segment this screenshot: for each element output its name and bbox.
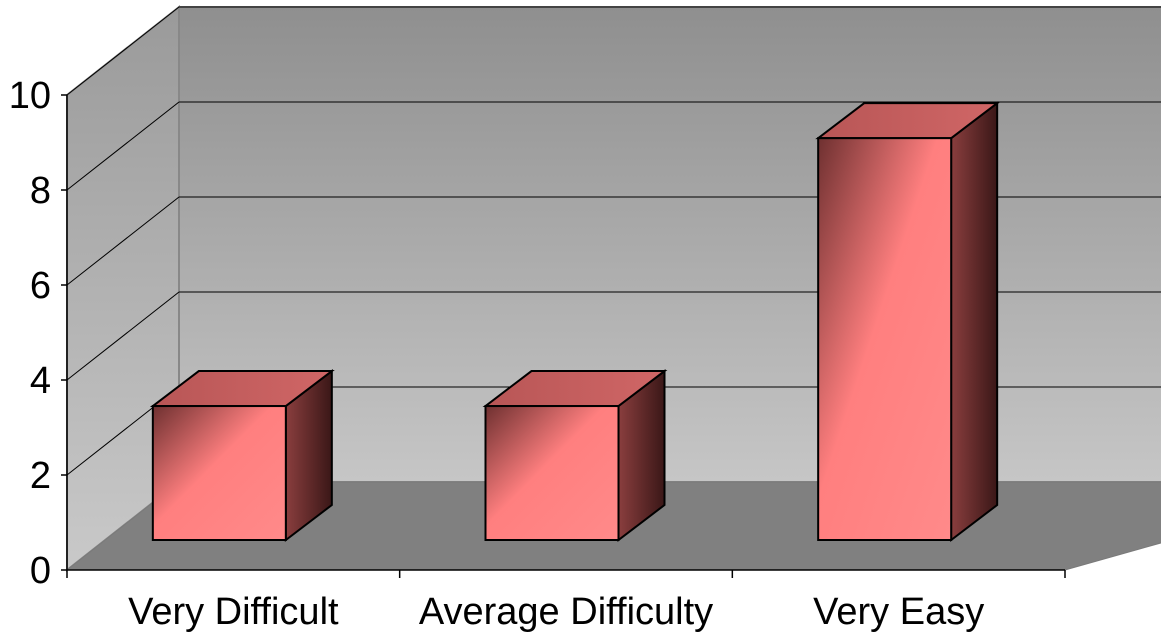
y-tick-label: 6 — [30, 265, 51, 307]
x-category-label: Very Easy — [813, 591, 984, 633]
bar-front-face — [151, 405, 287, 541]
bar-front-face — [817, 137, 953, 541]
gridline-side — [66, 196, 180, 286]
x-category-label: Average Difficulty — [419, 591, 713, 633]
bar-3 — [815, 101, 1001, 543]
bar-front-face — [484, 405, 620, 541]
bar-2 — [482, 369, 668, 543]
gridline-side — [66, 291, 180, 381]
y-tick-label: 2 — [30, 455, 51, 497]
bar-side-face — [950, 101, 999, 543]
gridline-side — [66, 6, 180, 96]
y-tick-label: 4 — [30, 360, 51, 402]
gridline-side — [66, 101, 180, 191]
bar-1 — [149, 369, 335, 543]
y-tick-label: 10 — [9, 75, 51, 117]
y-tick-label: 8 — [30, 170, 51, 212]
y-tick-label: 0 — [30, 550, 51, 592]
x-category-label: Very Difficult — [128, 591, 339, 633]
